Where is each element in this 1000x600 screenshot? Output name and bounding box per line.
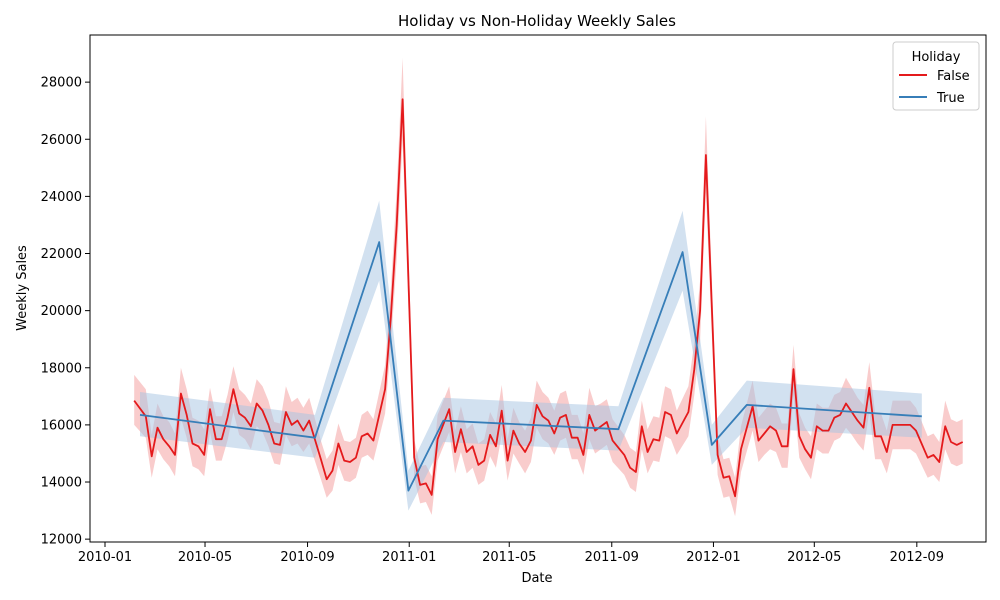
x-axis: 2010-01 2010-05 2010-09 2011-01 2011-05 2011-… — [78, 542, 944, 565]
x-tick-label: 2010-01 — [78, 550, 132, 565]
y-tick-label: 18000 — [41, 361, 82, 376]
x-tick-label: 2010-09 — [280, 550, 334, 565]
plot-area — [89, 34, 987, 543]
y-tick-label: 12000 — [41, 533, 82, 548]
plot-frame — [89, 34, 987, 543]
y-tick-label: 26000 — [41, 133, 82, 148]
legend: Holiday False True — [892, 41, 980, 111]
x-axis-label: Date — [521, 571, 552, 586]
y-tick-label: 28000 — [41, 76, 82, 91]
legend-title: Holiday — [912, 50, 961, 65]
y-axis: 12000 14000 16000 18000 20000 22000 24000 26000… — [41, 76, 90, 548]
band-true — [140, 200, 922, 511]
confidence-bands — [134, 57, 963, 517]
chart-title: Holiday vs Non-Holiday Weekly Sales — [398, 12, 676, 30]
x-tick-label: 2010-05 — [178, 550, 232, 565]
y-axis-label: Weekly Sales — [15, 245, 30, 331]
x-tick-label: 2011-01 — [382, 550, 436, 565]
series-line-false — [133, 98, 964, 498]
x-tick-label: 2011-05 — [482, 550, 536, 565]
x-tick-label: 2012-01 — [686, 550, 740, 565]
y-tick-label: 14000 — [41, 476, 82, 491]
legend-box — [892, 41, 980, 111]
legend-label-true: True — [936, 91, 965, 106]
x-tick-label: 2012-05 — [787, 550, 841, 565]
legend-label-false: False — [937, 69, 970, 84]
x-tick-label: 2011-09 — [585, 550, 639, 565]
x-tick-label: 2012-09 — [890, 550, 944, 565]
y-tick-label: 22000 — [41, 247, 82, 262]
series-lines — [133, 98, 964, 498]
y-tick-label: 20000 — [41, 304, 82, 319]
y-tick-label: 24000 — [41, 190, 82, 205]
series-line-true — [139, 241, 922, 492]
y-tick-label: 16000 — [41, 418, 82, 433]
